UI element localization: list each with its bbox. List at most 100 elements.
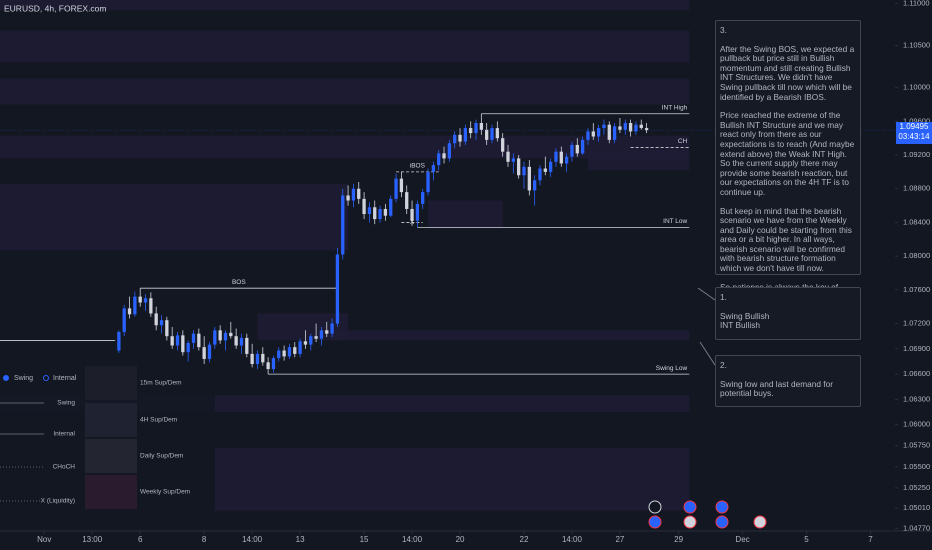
candle-body — [399, 178, 404, 193]
candle-body — [437, 153, 441, 166]
candle-body — [485, 129, 489, 140]
candles — [117, 113, 649, 375]
note-box: 2. Swing low and last demand for potentia… — [715, 355, 861, 407]
structure-label: BOS — [232, 279, 246, 286]
legend-structure: CHoCH — [53, 464, 76, 471]
x-tick-label: 15 — [360, 535, 369, 544]
candle-body — [229, 332, 233, 337]
legend-toggle: Swing — [14, 375, 33, 382]
structure-label: iBOS — [410, 163, 426, 170]
y-tick-label: 1.06900 — [903, 344, 930, 353]
note-box: 3. After the Swing BOS, we expected a pul… — [715, 20, 861, 311]
candle-body — [517, 158, 521, 176]
y-tick-label: 1.10000 — [903, 83, 930, 92]
note-text: But keep in mind that the bearish scenar… — [720, 205, 852, 274]
candle-body — [490, 128, 494, 140]
candle-body — [447, 143, 452, 159]
candle-body — [133, 296, 137, 315]
candle-body — [511, 158, 515, 162]
candle-body — [197, 333, 201, 348]
candle-body — [394, 178, 398, 199]
structure-label: INT High — [662, 104, 688, 111]
legend-structure: Swing — [57, 400, 75, 407]
last-price-tag: 1.09495 03:43:14 — [896, 122, 932, 145]
candle-body — [117, 331, 121, 351]
y-tick-label: 1.09600 — [903, 116, 930, 125]
x-tick-label: 14:00 — [562, 535, 583, 544]
candle-body — [122, 308, 126, 332]
sup-dem-zone — [0, 135, 690, 159]
candle-body — [213, 330, 217, 345]
legend-zone: 15m Sup/Dem — [140, 380, 182, 387]
x-tick-label: Nov — [37, 535, 51, 544]
candle-body — [351, 188, 356, 201]
event-icon[interactable] — [715, 500, 729, 514]
candle-body — [191, 333, 196, 343]
candle-body — [607, 124, 611, 140]
event-icon[interactable] — [715, 515, 729, 529]
last-price: 1.09495 — [899, 122, 929, 132]
y-tick-label: 1.06600 — [903, 369, 930, 378]
candle-body — [346, 195, 350, 201]
candle-body — [154, 313, 158, 326]
candle-body — [501, 138, 505, 152]
sup-dem-zone — [0, 0, 690, 11]
note-text: Price reached the extreme of the Bullish… — [720, 110, 855, 197]
x-tick-label: 14:00 — [402, 535, 423, 544]
legend-swatch — [85, 439, 137, 473]
candle-body — [330, 323, 334, 334]
candle-body — [319, 330, 324, 339]
candle-body — [533, 180, 537, 191]
candle-body — [538, 168, 542, 181]
sup-dem-zone — [332, 330, 690, 341]
candle-body — [218, 330, 222, 341]
note-arrow — [697, 287, 716, 301]
candle-body — [410, 208, 414, 221]
structure-label: CH — [678, 138, 688, 145]
candle-body — [314, 336, 318, 339]
candle-body — [287, 347, 292, 357]
candle-body — [282, 350, 286, 357]
y-tick-label: 1.05500 — [903, 462, 930, 471]
candle-body — [234, 336, 238, 346]
legend: Swing Internal Swing Internal CHoCH X (Liquid… — [0, 366, 190, 509]
legend-zone: 4H Sup/Dem — [140, 417, 177, 424]
candle-body — [612, 126, 617, 140]
candle-body — [367, 207, 372, 215]
candle-body — [415, 203, 420, 221]
candle-body — [239, 337, 244, 346]
candle-body — [564, 156, 569, 164]
sup-dem-zone — [0, 183, 349, 251]
event-icon[interactable] — [648, 515, 662, 529]
candle-body — [335, 254, 340, 324]
y-tick-label: 1.05250 — [903, 483, 930, 492]
x-tick-label: 13:00 — [82, 535, 103, 544]
candle-body — [618, 126, 622, 130]
x-tick-label: 29 — [674, 535, 683, 544]
candle-body — [250, 353, 254, 365]
candle-body — [373, 207, 377, 220]
candle-body — [255, 353, 260, 365]
event-icon[interactable] — [683, 515, 697, 529]
candle-body — [127, 308, 132, 315]
candle-body — [325, 330, 329, 334]
event-icon[interactable] — [683, 500, 697, 514]
event-icon[interactable] — [648, 500, 662, 514]
candle-body — [271, 358, 276, 370]
x-tick-label: 13 — [296, 535, 305, 544]
legend-structure: Internal — [53, 431, 75, 438]
candle-body — [580, 139, 585, 154]
candle-body — [586, 131, 590, 140]
sup-dem-zone — [214, 448, 690, 511]
candle-body — [303, 341, 308, 345]
x-tick-label: 27 — [615, 535, 624, 544]
candle-body — [506, 151, 510, 162]
candle-body — [453, 134, 457, 144]
y-tick-label: 1.08400 — [903, 217, 930, 226]
candle-body — [644, 128, 649, 131]
candle-body — [463, 128, 468, 142]
candle-body — [223, 332, 228, 341]
event-icon[interactable] — [753, 515, 767, 529]
sup-dem-zone — [0, 30, 690, 63]
